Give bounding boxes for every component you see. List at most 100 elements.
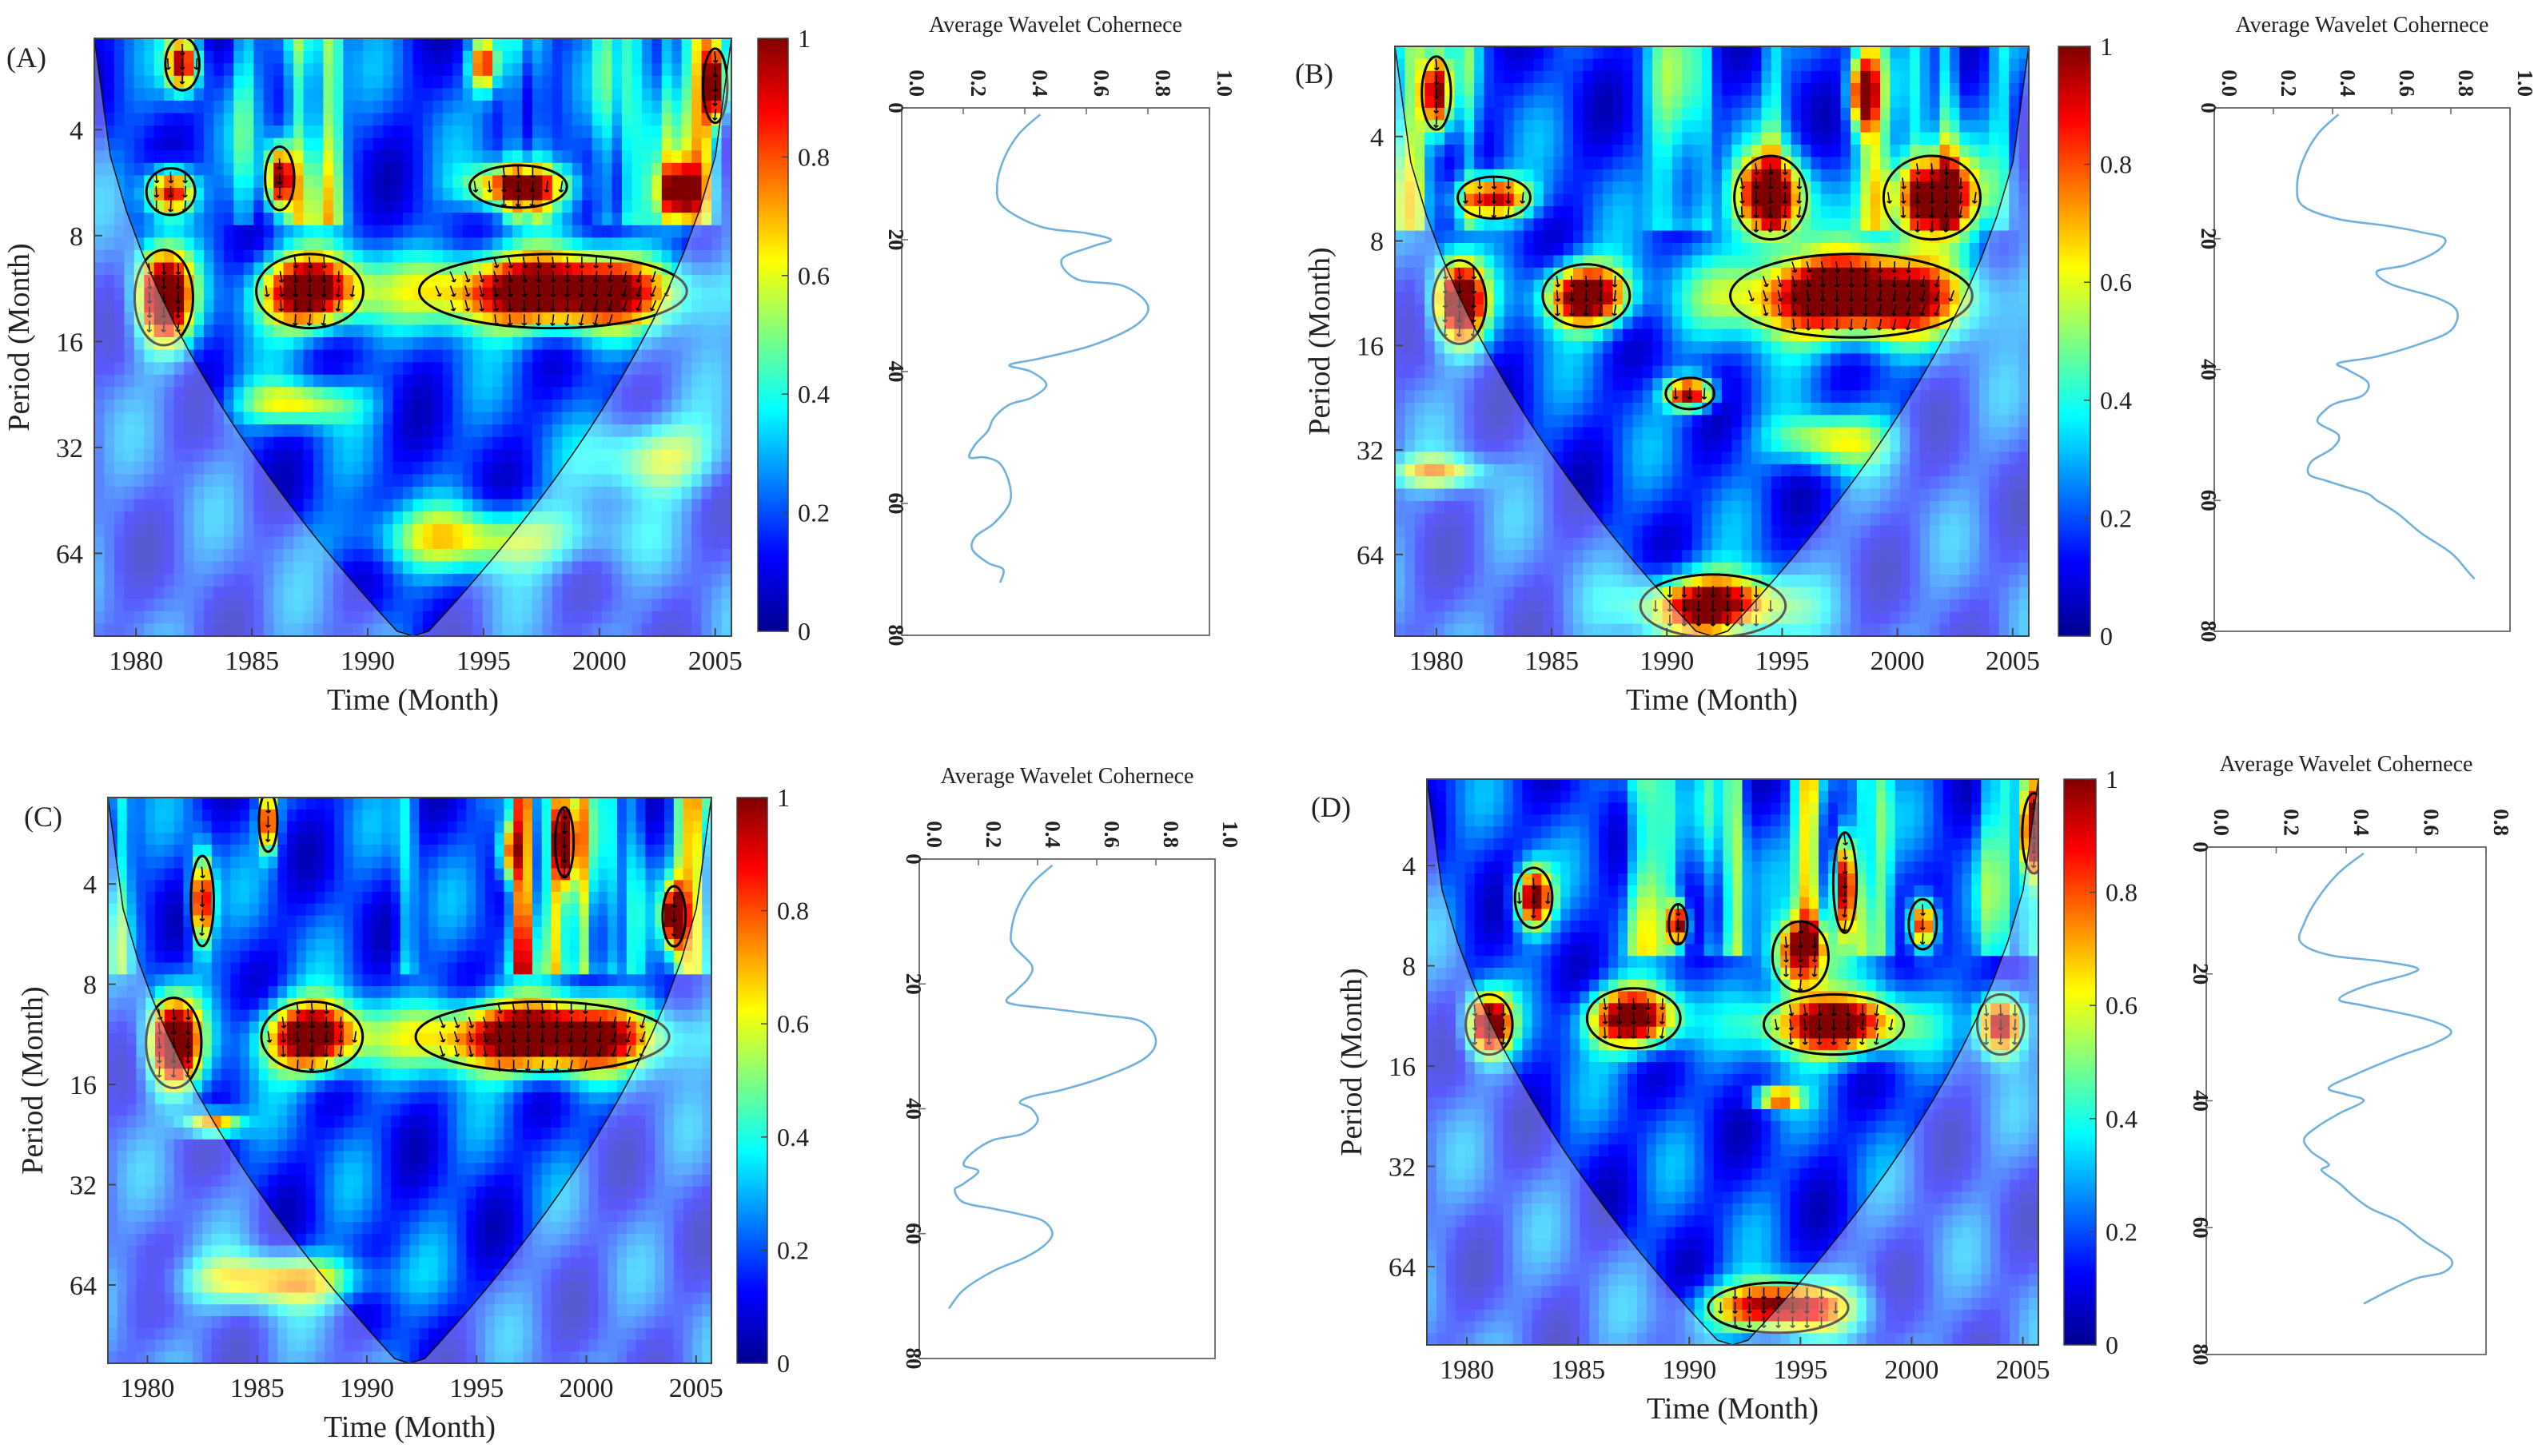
significance-contour [468, 164, 568, 209]
cone-of-influence-line [1395, 46, 2029, 636]
curve-x-tick-label: 0.6 [2395, 70, 2419, 97]
y-axis-label: Period (Month) [1303, 247, 1337, 435]
average-coherence-frame [918, 858, 1216, 1359]
curve-y-tick-label: 80 [2197, 621, 2221, 642]
heatmap-frame [107, 797, 712, 1364]
x-axis-label: Time (Month) [327, 683, 499, 717]
curve-x-tick-label: 0.4 [2336, 70, 2360, 97]
cone-of-influence [108, 798, 711, 1363]
x-tick-label: 1980 [1409, 646, 1464, 676]
x-tick-label: 1995 [449, 1374, 504, 1403]
colorbar-tick-label: 0.8 [777, 897, 809, 925]
curve-x-tick-label: 0.4 [1028, 70, 1052, 97]
curve-x-tick-label: 0.8 [2454, 70, 2478, 97]
y-tick-label: 8 [1402, 953, 1416, 982]
average-coherence-title: Average Wavelet Cohernece [941, 764, 1194, 789]
significance-contour [1585, 987, 1682, 1050]
y-tick-label: 4 [70, 116, 83, 145]
curve-x-tick-label: 0.6 [2420, 809, 2444, 836]
curve-x-tick-label: 0.0 [2217, 70, 2241, 97]
curve-x-tick-label: 0.6 [1100, 821, 1124, 848]
colorbar-tick-label: 0.4 [2106, 1104, 2138, 1133]
significance-contour [661, 885, 687, 948]
significance-contour [1420, 55, 1452, 131]
x-tick-label: 1985 [1524, 646, 1579, 676]
colorbar-tick-label: 0.6 [798, 261, 830, 290]
significance-contour [164, 38, 201, 92]
x-tick-label: 1995 [1773, 1355, 1827, 1385]
y-tick-label: 4 [1370, 123, 1384, 153]
y-axis-label: Period (Month) [16, 986, 50, 1174]
y-tick-label: 32 [1389, 1153, 1416, 1183]
x-tick-label: 2005 [688, 646, 743, 676]
cone-of-influence-line [94, 38, 731, 636]
significance-contour [1733, 154, 1808, 241]
x-tick-label: 2000 [560, 1374, 614, 1403]
cone-of-influence [1395, 46, 2029, 636]
significance-contour [1882, 154, 1982, 241]
y-axis-label: Period (Month) [1335, 968, 1369, 1156]
y-tick-label: 32 [70, 1172, 97, 1201]
curve-y-tick-label: 40 [902, 1098, 926, 1120]
curve-y-tick-label: 0 [902, 853, 926, 865]
x-tick-label: 1980 [109, 646, 163, 676]
x-tick-label: 1985 [225, 646, 279, 676]
x-tick-label: 2000 [572, 646, 627, 676]
curve-y-tick-label: 0 [2189, 841, 2213, 853]
x-axis-label: Time (Month) [324, 1410, 496, 1444]
significance-contour [1976, 993, 2026, 1056]
x-axis-label: Time (Month) [1626, 683, 1798, 717]
significance-contour [264, 145, 296, 212]
significance-contour [1907, 897, 1938, 951]
colorbar-tick-label: 0 [2100, 622, 2113, 650]
curve-y-tick-label: 20 [2197, 228, 2221, 249]
panel-label: (B) [1295, 58, 1333, 90]
significance-contour [1541, 263, 1632, 328]
x-tick-label: 1990 [341, 646, 395, 676]
curve-x-tick-label: 0.4 [2349, 809, 2373, 836]
x-tick-label: 1990 [1662, 1355, 1716, 1385]
y-tick-label: 32 [56, 434, 83, 463]
coherence-heatmap [94, 38, 731, 636]
y-tick-label: 16 [70, 1071, 97, 1100]
x-tick-label: 2000 [1871, 646, 1925, 676]
x-tick-label: 1990 [340, 1374, 394, 1403]
colorbar [2063, 778, 2097, 1346]
colorbar-tick-label: 0.4 [2100, 386, 2132, 415]
coherence-heatmap [108, 798, 711, 1363]
significance-contour [1456, 175, 1532, 220]
x-tick-label: 2000 [1884, 1355, 1938, 1385]
curve-y-tick-label: 80 [902, 1348, 926, 1370]
significance-contour [189, 854, 215, 948]
colorbar-tick-label: 0.2 [2100, 503, 2132, 532]
curve-x-tick-label: 0.0 [2209, 809, 2233, 836]
panel-label: (D) [1311, 791, 1351, 823]
colorbar-tick-label: 0.6 [2106, 991, 2138, 1020]
average-coherence-frame [2205, 846, 2487, 1355]
x-tick-label: 1985 [230, 1374, 285, 1403]
colorbar-tick-label: 1 [2100, 32, 2113, 61]
colorbar-tick-label: 0.4 [798, 380, 830, 408]
y-tick-label: 16 [1357, 332, 1384, 361]
x-tick-label: 2005 [669, 1374, 723, 1403]
curve-x-tick-label: 0.0 [922, 821, 946, 848]
average-coherence-curve [968, 113, 1149, 583]
x-tick-label: 1985 [1551, 1355, 1605, 1385]
significance-contour [1464, 993, 1514, 1056]
coherence-heatmap [1395, 46, 2029, 636]
heatmap-frame [94, 38, 732, 637]
curve-y-tick-label: 60 [2197, 490, 2221, 511]
average-coherence-title: Average Wavelet Cohernece [2220, 752, 2473, 777]
curve-x-tick-label: 0.0 [905, 70, 929, 97]
curve-x-tick-label: 1.0 [1213, 70, 1237, 97]
curve-y-tick-label: 20 [2189, 963, 2213, 985]
x-tick-label: 2005 [1996, 1355, 2050, 1385]
y-tick-label: 32 [1357, 436, 1384, 466]
heatmap-frame [1426, 778, 2039, 1346]
y-tick-label: 8 [83, 971, 97, 1001]
y-tick-label: 16 [1389, 1052, 1416, 1082]
average-coherence-title: Average Wavelet Cohernece [929, 13, 1182, 38]
